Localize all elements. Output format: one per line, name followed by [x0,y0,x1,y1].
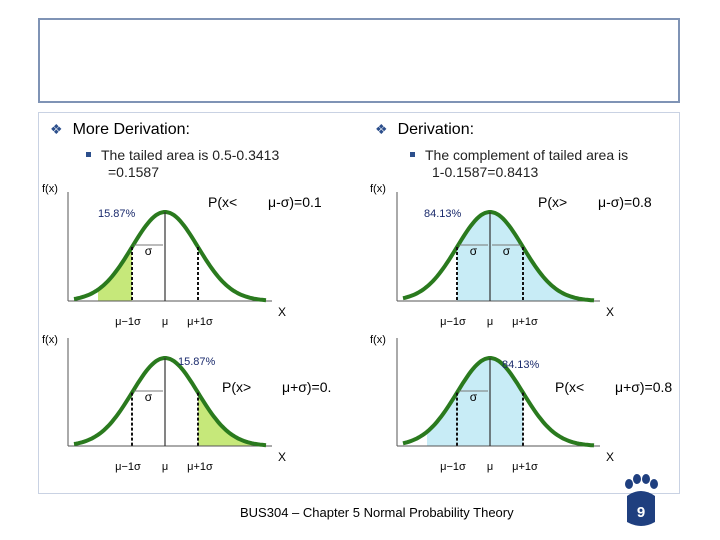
tick-plus-sigma: μ+1σ [187,461,213,473]
probability-expression: μ-σ)=0.1 [268,194,322,210]
shaded-area [198,392,252,446]
footer-text: BUS304 – Chapter 5 Normal Probability Th… [240,505,514,520]
y-axis-label: f(x) [42,334,58,346]
probability-expression: μ+σ)=0.8 [615,379,672,395]
percent-label: 84.13% [424,208,462,220]
y-axis-label: f(x) [370,334,386,346]
x-axis-label: X [278,305,286,319]
sigma-label: σ [470,390,478,404]
normal-curve [73,356,267,448]
diamond-bullet-icon: ❖ [50,121,63,137]
sigma-label: σ [470,244,478,258]
tick-minus-sigma: μ−1σ [440,461,466,473]
normal-curve-panel-4 [396,338,600,448]
tick-mean: μ [162,461,168,473]
diamond-bullet-icon: ❖ [375,121,388,137]
normal-curve-panel-2 [396,192,600,303]
sigma-label-2: σ [503,244,511,258]
content-box [38,112,680,494]
left-sub-line1: The tailed area is 0.5-0.3413 [101,147,280,163]
left-subbullet: The tailed area is 0.5-0.3413 =0.1587 [86,147,279,181]
normal-curve [402,210,595,303]
x-axis-label: X [278,450,286,464]
normal-curve-panel-1 [67,192,272,303]
probability-prefix: P(x< [555,379,584,395]
tick-plus-sigma: μ+1σ [512,461,538,473]
right-sub-line1: The complement of tailed area is [425,147,629,163]
tick-plus-sigma: μ+1σ [187,316,213,328]
left-sub-line2: =0.1587 [108,164,159,180]
shaded-area [457,212,580,301]
tick-mean: μ [487,461,493,473]
square-bullet-icon [410,151,415,157]
tick-plus-sigma: μ+1σ [512,316,538,328]
tick-mean: μ [487,316,493,328]
normal-curve [402,356,595,448]
right-sub-line2: 1-0.1587=0.8413 [432,164,539,180]
tick-minus-sigma: μ−1σ [115,316,141,328]
tick-mean: μ [162,316,168,328]
probability-prefix: P(x< [208,194,237,210]
y-axis-label: f(x) [42,183,58,195]
sigma-label: σ [145,390,153,404]
x-axis-label: X [606,305,614,319]
right-heading: ❖ Derivation: [375,121,474,139]
percent-label: 15.87% [178,356,216,368]
square-bullet-icon [86,151,91,157]
normal-curve [73,210,267,303]
percent-label: 84.13% [502,359,540,371]
percent-label: 15.87% [98,208,136,220]
right-heading-text: Derivation: [397,121,475,138]
normal-curve-panel-3 [67,338,272,448]
right-subbullet: The complement of tailed area is 1-0.158… [410,147,628,181]
x-axis-label: X [606,450,614,464]
probability-prefix: P(x> [538,194,567,210]
tick-minus-sigma: μ−1σ [440,316,466,328]
y-axis-label: f(x) [370,183,386,195]
left-heading-text: More Derivation: [72,121,190,138]
shaded-area [427,358,523,446]
page-number: 9 [637,504,645,521]
probability-prefix: P(x> [222,379,251,395]
probability-expression: μ-σ)=0.8 [598,194,652,210]
tick-minus-sigma: μ−1σ [115,461,141,473]
probability-expression: μ+σ)=0. [282,379,331,395]
sigma-label: σ [145,244,153,258]
left-heading: ❖ More Derivation: [50,121,190,139]
title-box [38,18,680,103]
paw-logo-icon: 9 [625,474,658,526]
